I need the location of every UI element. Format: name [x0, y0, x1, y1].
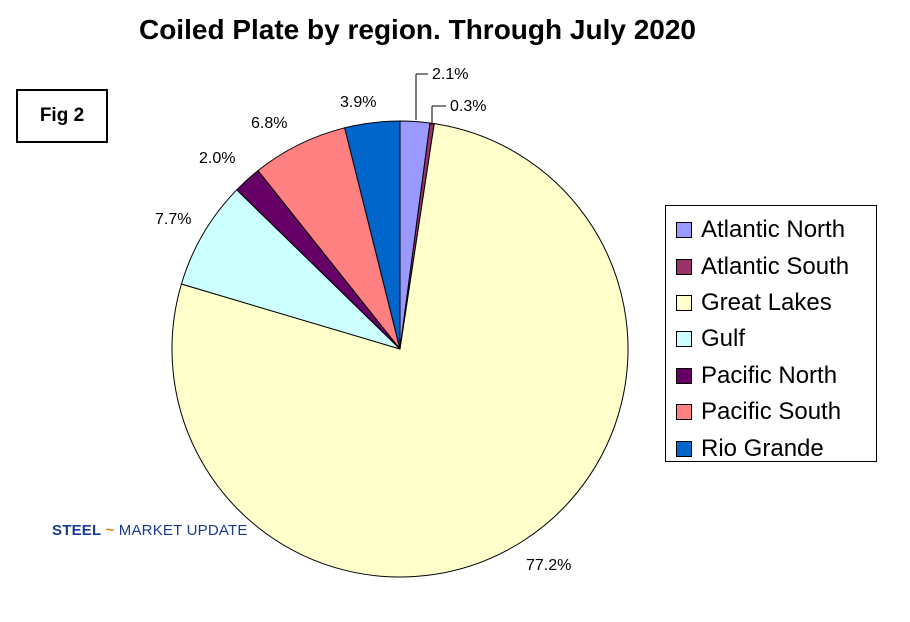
data-label-pacific-south: 6.8%	[251, 115, 287, 132]
legend: Atlantic North Atlantic South Great Lakes G…	[665, 205, 877, 462]
data-label-atlantic-south: 0.3%	[450, 98, 486, 115]
logo-swoosh-icon: ~	[101, 522, 119, 539]
legend-swatch	[676, 331, 692, 348]
data-label-great-lakes: 77.2%	[526, 557, 571, 574]
data-label-gulf: 7.7%	[155, 211, 191, 228]
legend-swatch	[676, 222, 692, 239]
legend-item-gulf: Gulf	[676, 321, 876, 357]
legend-label: Gulf	[701, 325, 746, 353]
legend-swatch	[676, 258, 692, 275]
legend-item-pacific-north: Pacific North	[676, 358, 876, 394]
logo-word-steel: STEEL	[52, 522, 102, 539]
figure-label-box: Fig 2	[16, 89, 108, 143]
legend-swatch	[676, 367, 692, 384]
legend-label: Rio Grande	[701, 434, 824, 462]
data-label-rio-grande: 3.9%	[340, 94, 376, 111]
steel-market-update-logo: STEEL ~ MARKET UPDATE	[52, 522, 248, 539]
legend-label: Pacific North	[701, 361, 838, 389]
legend-item-atlantic-north: Atlantic North	[676, 212, 876, 248]
chart-title: Coiled Plate by region. Through July 202…	[138, 14, 696, 45]
data-label-atlantic-north: 2.1%	[432, 66, 468, 83]
figure-label: Fig 2	[39, 105, 85, 126]
legend-item-rio-grande: Rio Grande	[676, 430, 876, 466]
pie-slice-great-lakes	[171, 123, 629, 578]
legend-item-great-lakes: Great Lakes	[676, 285, 876, 321]
legend-label: Atlantic North	[701, 216, 846, 244]
legend-item-pacific-south: Pacific South	[676, 394, 876, 430]
data-label-pacific-north: 2.0%	[199, 150, 235, 167]
pie-slice-gulf	[180, 189, 401, 350]
legend-swatch	[676, 404, 692, 421]
legend-label: Great Lakes	[701, 288, 832, 316]
legend-label: Atlantic South	[701, 252, 850, 280]
legend-item-atlantic-south: Atlantic South	[676, 248, 876, 284]
logo-word-market: MARKET	[118, 522, 183, 539]
legend-swatch	[676, 440, 692, 457]
logo-word-update: UPDATE	[186, 522, 248, 539]
legend-label: Pacific South	[701, 398, 842, 426]
pie-slice-rio-grande	[344, 120, 401, 350]
legend-swatch	[676, 294, 692, 311]
